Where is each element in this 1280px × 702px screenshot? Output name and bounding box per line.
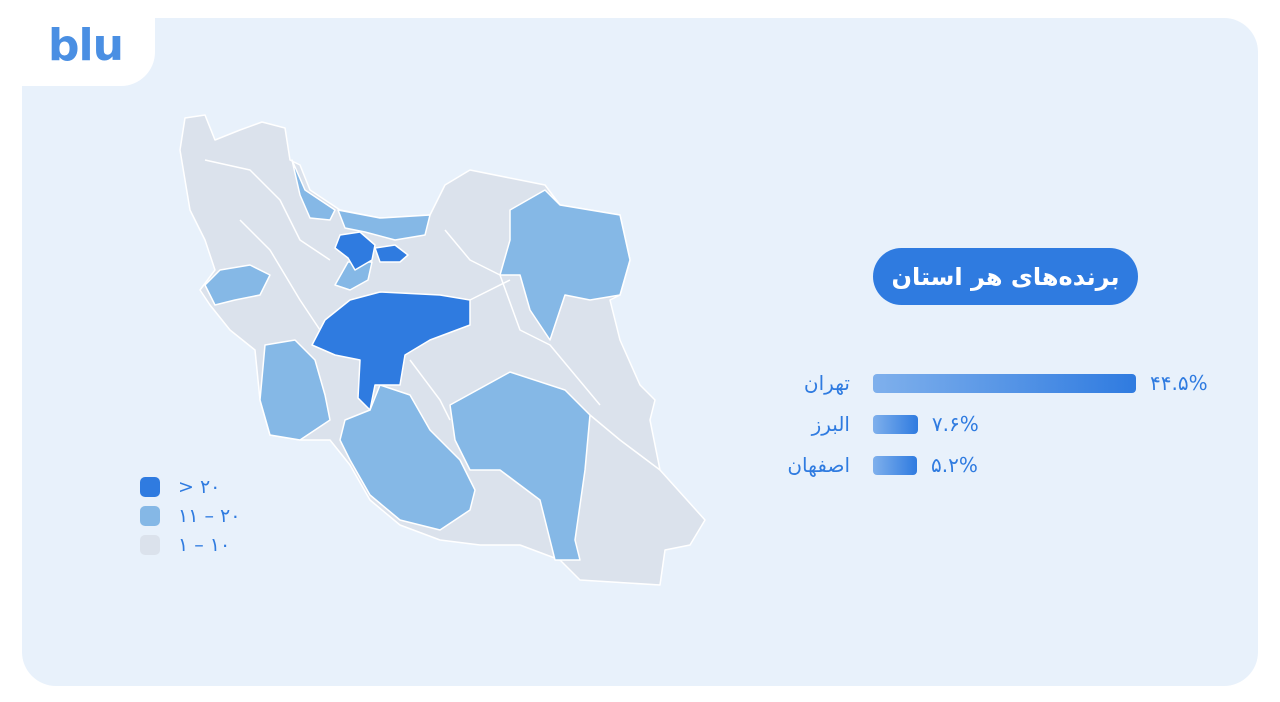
bar-value-label: ۷.۶% [931, 412, 979, 436]
legend-label: ۱۱ – ۲۰ [178, 504, 241, 527]
logo-notch [0, 0, 155, 86]
bar-row: البرز ۷.۶% [760, 409, 1260, 439]
legend-label: > ۲۰ [178, 475, 221, 498]
legend-label: ۱ – ۱۰ [178, 533, 231, 556]
bar [873, 455, 917, 475]
bar-label: البرز [811, 412, 850, 436]
map-legend: > ۲۰ ۱۱ – ۲۰ ۱ – ۱۰ [140, 472, 240, 559]
legend-item-low: ۱ – ۱۰ [140, 530, 240, 559]
province-khorasan-razavi [499, 189, 631, 341]
province-gilan [291, 159, 336, 221]
blu-logo: blu [48, 20, 124, 71]
bar [873, 373, 1136, 393]
province-mazandaran [337, 209, 431, 241]
legend-item-medium: ۱۱ – ۲۰ [140, 501, 240, 530]
chart-title: برنده‌های هر استان [873, 248, 1138, 305]
legend-swatch [140, 534, 160, 555]
legend-item-high: > ۲۰ [140, 472, 240, 501]
province-isfahan [311, 291, 471, 411]
province-khuzestan [259, 339, 331, 441]
legend-swatch [140, 476, 160, 497]
bar-row: تهران ۴۴.۵% [760, 368, 1260, 398]
bar-row: اصفهان ۵.۲% [760, 450, 1260, 480]
bar [873, 414, 918, 434]
bar-value-label: ۴۴.۵% [1150, 371, 1208, 395]
bar-value-label: ۵.۲% [931, 453, 978, 477]
bar-label: تهران [803, 371, 850, 395]
province-kerman [449, 371, 591, 561]
province-fars [339, 384, 476, 531]
legend-swatch [140, 505, 160, 526]
province-tehran-east [374, 244, 409, 263]
bar-label: اصفهان [787, 453, 850, 477]
province-tehran [334, 231, 376, 271]
province-kermanshah [204, 264, 271, 306]
